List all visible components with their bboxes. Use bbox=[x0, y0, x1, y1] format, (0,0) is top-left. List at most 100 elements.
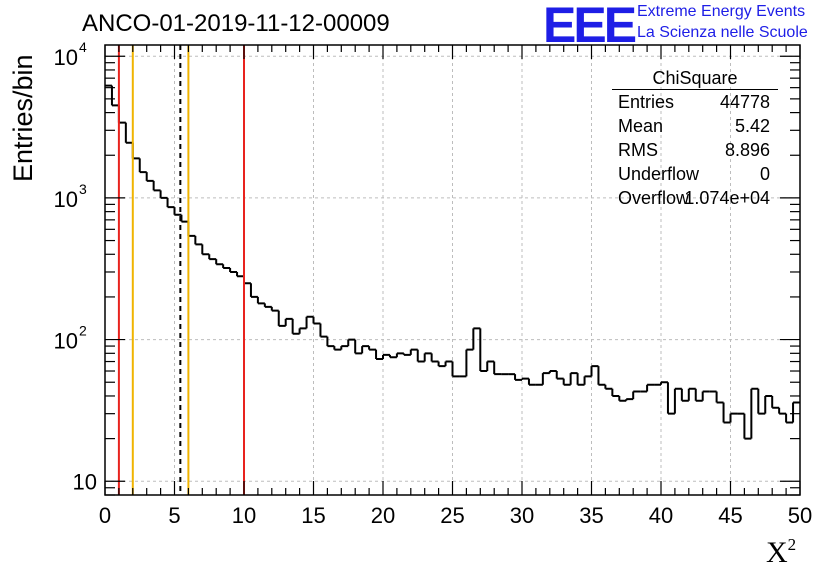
histogram-bin bbox=[340, 345, 349, 350]
stats-value: 8.896 bbox=[724, 140, 770, 160]
stats-value: 1.074e+04 bbox=[684, 188, 770, 208]
histogram-bin bbox=[555, 371, 564, 380]
histogram-bin bbox=[750, 387, 759, 439]
histogram-bin bbox=[284, 317, 293, 326]
x-tick-label: 50 bbox=[788, 503, 812, 528]
x-tick-label: 25 bbox=[440, 503, 464, 528]
histogram-bin bbox=[194, 235, 203, 246]
stats-box: ChiSquare Entries 44778 Mean 5.42 RMS 8.896… bbox=[612, 67, 778, 210]
histogram-bin bbox=[208, 254, 217, 261]
run-title: ANCO-01-2019-11-12-00009 bbox=[82, 10, 390, 37]
histogram-bin bbox=[375, 349, 383, 360]
histogram-bin bbox=[388, 354, 397, 359]
histogram-bin bbox=[152, 180, 161, 192]
histogram-bin bbox=[472, 327, 481, 350]
y-axis-label: Entries/bin bbox=[8, 54, 38, 182]
histogram-bin bbox=[110, 85, 119, 107]
x-tick-label: 20 bbox=[371, 503, 395, 528]
histogram-bin bbox=[590, 365, 599, 377]
histogram-bin bbox=[382, 353, 390, 359]
histogram-bin bbox=[319, 323, 328, 338]
histogram-bin bbox=[666, 382, 675, 415]
histogram-bin bbox=[771, 395, 780, 409]
histogram-bin bbox=[291, 318, 300, 335]
x-tick-label: 40 bbox=[649, 503, 673, 528]
histogram-bin bbox=[583, 375, 592, 385]
histogram-bin bbox=[465, 348, 474, 377]
histogram-bin bbox=[229, 268, 238, 273]
histogram-bin bbox=[541, 372, 550, 385]
y-tick-label: 10 bbox=[54, 187, 78, 212]
x-tick-label: 5 bbox=[168, 503, 180, 528]
x-axis-symbol: X bbox=[766, 536, 788, 569]
histogram-bin bbox=[757, 388, 766, 415]
histogram-bin bbox=[145, 172, 154, 182]
histogram-bin bbox=[437, 361, 446, 368]
histogram-bin bbox=[722, 402, 731, 424]
x-tick-label: 30 bbox=[510, 503, 534, 528]
histogram-bin bbox=[354, 339, 363, 355]
histogram-bin bbox=[277, 310, 286, 327]
histogram-bin bbox=[138, 158, 147, 174]
axis-ticks bbox=[104, 45, 801, 496]
histogram-bin bbox=[562, 378, 571, 386]
histogram-bin bbox=[715, 391, 724, 404]
histogram bbox=[105, 84, 800, 440]
histogram-bin bbox=[402, 353, 411, 356]
histogram-bin bbox=[743, 413, 752, 440]
histogram-bin bbox=[680, 388, 689, 402]
histogram-bin bbox=[423, 352, 432, 362]
histogram-bin bbox=[187, 221, 196, 237]
stats-value: 44778 bbox=[719, 92, 770, 112]
histogram-bin bbox=[444, 360, 453, 367]
x-tick-label: 35 bbox=[579, 503, 603, 528]
histogram-bin bbox=[201, 244, 210, 256]
y-tick-exponent: 3 bbox=[79, 181, 87, 197]
stats-key: Entries bbox=[618, 92, 675, 112]
histogram-bin bbox=[660, 381, 668, 385]
histogram-bin bbox=[305, 315, 314, 329]
stats-key: Mean bbox=[618, 116, 664, 136]
histogram-bin bbox=[694, 388, 703, 402]
stats-row-overflow: Overflow 1.074e+04 bbox=[612, 186, 778, 210]
histogram-bin bbox=[326, 336, 335, 348]
histogram-bin bbox=[618, 395, 627, 402]
histogram-bin bbox=[236, 271, 244, 278]
histogram-bin bbox=[785, 413, 794, 424]
histogram-bin bbox=[333, 346, 342, 351]
histogram-bin bbox=[270, 306, 279, 312]
y-tick-label: 10 bbox=[54, 329, 78, 354]
stats-row-mean: Mean 5.42 bbox=[612, 114, 778, 138]
stats-value: 0 bbox=[759, 164, 770, 184]
histogram-bin bbox=[486, 360, 495, 372]
threshold-lines bbox=[117, 45, 245, 495]
histogram-bin bbox=[159, 190, 168, 199]
histogram-bin bbox=[117, 105, 126, 124]
histogram-bin bbox=[548, 370, 557, 374]
stats-title: ChiSquare bbox=[612, 67, 778, 90]
histogram-bin bbox=[430, 353, 439, 363]
histogram-bin bbox=[611, 388, 620, 397]
stats-row-rms: RMS 8.896 bbox=[612, 138, 778, 162]
histogram-bin bbox=[632, 390, 641, 400]
histogram-bin bbox=[625, 398, 634, 401]
stats-key: Overflow bbox=[618, 188, 690, 208]
eee-logo: EEE bbox=[543, 0, 637, 53]
y-tick-label: 10 bbox=[54, 45, 78, 70]
y-tick-label: 10 bbox=[73, 469, 97, 494]
histogram-bin bbox=[729, 412, 738, 423]
y-tick-exponent: 4 bbox=[79, 39, 87, 55]
histogram-bin bbox=[687, 387, 696, 401]
histogram-bin bbox=[514, 374, 522, 381]
histogram-bin bbox=[701, 390, 710, 401]
histogram-bin bbox=[451, 361, 460, 378]
histogram-bin bbox=[222, 264, 231, 270]
x-tick-label: 45 bbox=[718, 503, 742, 528]
histogram-bin bbox=[312, 316, 321, 325]
histogram-bin bbox=[131, 142, 140, 160]
y-tick-exponent: 2 bbox=[79, 323, 87, 339]
stats-key: RMS bbox=[618, 140, 658, 160]
histogram-bin bbox=[361, 345, 370, 354]
